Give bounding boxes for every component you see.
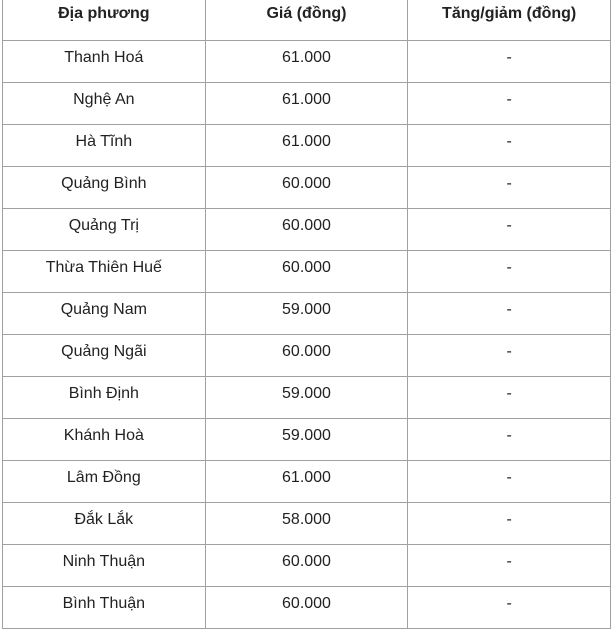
table-row: Ninh Thuận 60.000- bbox=[2, 544, 611, 587]
table-row: Nghệ An 61.000- bbox=[2, 82, 611, 125]
change-cell: - bbox=[407, 586, 611, 629]
price-cell: 60.000 bbox=[204, 544, 409, 587]
region-cell: Thanh Hoá bbox=[2, 40, 206, 83]
table-row: Thanh Hoá 61.000- bbox=[2, 40, 611, 83]
change-cell: - bbox=[407, 334, 611, 377]
change-cell: - bbox=[407, 418, 611, 461]
region-cell: Đắk Lắk bbox=[2, 502, 206, 545]
change-cell: - bbox=[407, 250, 611, 293]
price-cell: 60.000 bbox=[204, 334, 409, 377]
header-price: Giá (đồng) bbox=[204, 0, 409, 41]
region-cell: Thừa Thiên Huế bbox=[2, 250, 206, 293]
header-change: Tăng/giảm (đồng) bbox=[407, 0, 611, 41]
table-row: Đắk Lắk 58.000- bbox=[2, 502, 611, 545]
region-cell: Quảng Trị bbox=[2, 208, 206, 251]
price-cell: 61.000 bbox=[204, 124, 409, 167]
region-cell: Quảng Bình bbox=[2, 166, 206, 209]
region-cell: Hà Tĩnh bbox=[2, 124, 206, 167]
table-row: Bình Định 59.000- bbox=[2, 376, 611, 419]
change-cell: - bbox=[407, 460, 611, 503]
table-row: Thừa Thiên Huế 60.000- bbox=[2, 250, 611, 293]
region-cell: Khánh Hoà bbox=[2, 418, 206, 461]
price-cell: 59.000 bbox=[204, 292, 409, 335]
table-row: Hà Tĩnh 61.000- bbox=[2, 124, 611, 167]
table-row: Bình Thuận 60.000- bbox=[2, 586, 611, 629]
header-row: Địa phương Giá (đồng) Tăng/giảm (đồng) bbox=[2, 0, 611, 41]
price-table: Địa phương Giá (đồng) Tăng/giảm (đồng) T… bbox=[2, 0, 611, 629]
price-cell: 61.000 bbox=[204, 82, 409, 125]
table-row: Quảng Nam 59.000- bbox=[2, 292, 611, 335]
price-cell: 59.000 bbox=[204, 376, 409, 419]
price-cell: 60.000 bbox=[204, 250, 409, 293]
change-cell: - bbox=[407, 502, 611, 545]
change-cell: - bbox=[407, 82, 611, 125]
change-cell: - bbox=[407, 208, 611, 251]
price-cell: 58.000 bbox=[204, 502, 409, 545]
region-cell: Bình Thuận bbox=[2, 586, 206, 629]
table-row: Quảng Ngãi 60.000- bbox=[2, 334, 611, 377]
region-cell: Ninh Thuận bbox=[2, 544, 206, 587]
table-row: Quảng Trị 60.000- bbox=[2, 208, 611, 251]
change-cell: - bbox=[407, 292, 611, 335]
change-cell: - bbox=[407, 376, 611, 419]
price-cell: 59.000 bbox=[204, 418, 409, 461]
header-region: Địa phương bbox=[2, 0, 206, 41]
region-cell: Quảng Ngãi bbox=[2, 334, 206, 377]
region-cell: Bình Định bbox=[2, 376, 206, 419]
price-cell: 61.000 bbox=[204, 460, 409, 503]
region-cell: Lâm Đồng bbox=[2, 460, 206, 503]
table-row: Lâm Đồng 61.000- bbox=[2, 460, 611, 503]
table-row: Khánh Hoà 59.000- bbox=[2, 418, 611, 461]
table-row: Quảng Bình 60.000- bbox=[2, 166, 611, 209]
region-cell: Nghệ An bbox=[2, 82, 206, 125]
price-cell: 61.000 bbox=[204, 40, 409, 83]
price-cell: 60.000 bbox=[204, 586, 409, 629]
change-cell: - bbox=[407, 544, 611, 587]
change-cell: - bbox=[407, 124, 611, 167]
region-cell: Quảng Nam bbox=[2, 292, 206, 335]
price-cell: 60.000 bbox=[204, 208, 409, 251]
change-cell: - bbox=[407, 40, 611, 83]
change-cell: - bbox=[407, 166, 611, 209]
price-cell: 60.000 bbox=[204, 166, 409, 209]
